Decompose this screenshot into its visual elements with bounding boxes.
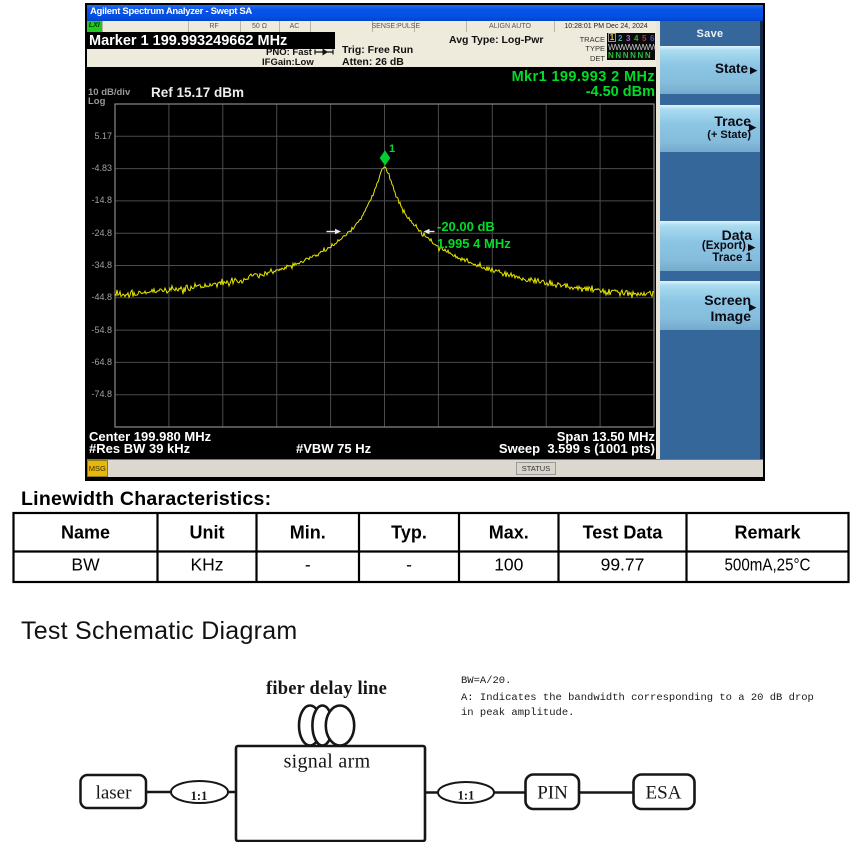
svg-text:Test Data: Test Data [583, 522, 664, 542]
svg-text:KHz: KHz [190, 554, 223, 574]
svg-text:Unit: Unit [190, 522, 225, 542]
svg-text:Min.: Min. [290, 522, 326, 542]
svg-text:500mA,25°C: 500mA,25°C [725, 554, 811, 574]
svg-text:fiber delay line: fiber delay line [266, 679, 387, 699]
svg-text:PIN: PIN [537, 783, 568, 804]
svg-text:1:1: 1:1 [458, 789, 475, 803]
svg-text:99.77: 99.77 [601, 554, 645, 574]
svg-text:BW: BW [71, 554, 100, 574]
svg-text:BW=A/20.: BW=A/20. [461, 675, 511, 687]
svg-text:ESA: ESA [646, 783, 682, 804]
svg-text:signal arm: signal arm [284, 751, 371, 773]
svg-text:Remark: Remark [734, 522, 801, 542]
svg-text:-: - [406, 554, 412, 574]
svg-text:100: 100 [494, 554, 523, 574]
svg-text:A: Indicates the bandwidth cor: A: Indicates the bandwidth corresponding… [461, 692, 814, 704]
svg-text:1:1: 1:1 [191, 789, 208, 803]
svg-text:Max.: Max. [489, 522, 529, 542]
svg-text:Name: Name [61, 522, 110, 542]
svg-text:-: - [305, 554, 311, 574]
svg-text:Typ.: Typ. [391, 522, 427, 542]
svg-text:laser: laser [96, 783, 133, 804]
svg-text:in peak amplitude.: in peak amplitude. [461, 707, 574, 719]
